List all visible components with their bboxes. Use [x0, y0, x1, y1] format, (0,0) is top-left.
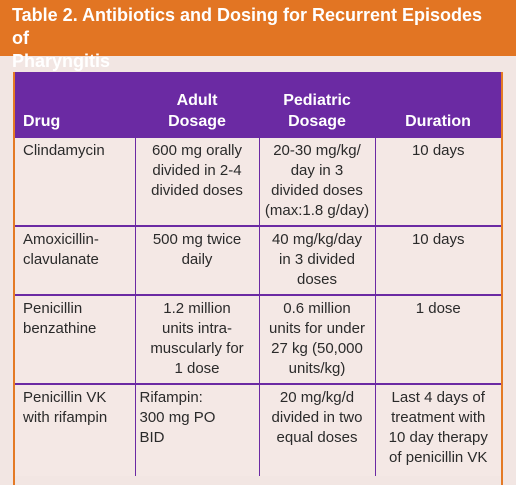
antibiotics-table: Drug Adult Dosage Pediatric Dosage Durat… [15, 72, 501, 476]
header-adult-dosage: Adult Dosage [135, 72, 259, 137]
header-drug: Drug [15, 72, 135, 137]
pediatric-dosage-cell: 0.6 million units for under 27 kg (50,00… [258, 294, 375, 384]
duration-cell: 10 days [374, 225, 501, 295]
table-row: Clindamycin 600 mg orally divided in 2-4… [15, 136, 501, 226]
header-pediatric-dosage: Pediatric Dosage [259, 72, 375, 137]
drug-cell: Clindamycin [15, 136, 135, 226]
pediatric-dosage-cell: 20-30 mg/kg/ day in 3 divided doses (max… [258, 136, 375, 226]
header-row: Drug Adult Dosage Pediatric Dosage Durat… [15, 72, 501, 137]
duration-cell: Last 4 days of treatment with 10 day the… [374, 383, 501, 476]
table-row: Amoxicillin- clavulanate 500 mg twice da… [15, 225, 501, 295]
table-title-line-1: Table 2. Antibiotics and Dosing for Recu… [12, 5, 483, 48]
adult-dosage-cell: Rifampin: 300 mg PO BID [134, 383, 259, 476]
duration-cell: 10 days [374, 136, 501, 226]
adult-dosage-cell: 1.2 million units intra- muscularly for … [134, 294, 259, 384]
table-row: Penicillin benzathine 1.2 million units … [15, 294, 501, 384]
drug-cell: Penicillin benzathine [15, 294, 135, 384]
table-row: Penicillin VK with rifampin Rifampin: 30… [15, 383, 501, 476]
table-frame: Drug Adult Dosage Pediatric Dosage Durat… [13, 72, 503, 485]
header-duration: Duration [375, 72, 501, 137]
adult-dosage-cell: 600 mg orally divided in 2-4 divided dos… [134, 136, 259, 226]
pediatric-dosage-cell: 40 mg/kg/day in 3 divided doses [258, 225, 375, 295]
duration-cell: 1 dose [374, 294, 501, 384]
pediatric-dosage-cell: 20 mg/kg/d divided in two equal doses [258, 383, 375, 476]
drug-cell: Amoxicillin- clavulanate [15, 225, 135, 295]
table-title: Table 2. Antibiotics and Dosing for Recu… [0, 0, 516, 71]
table-title-line-2: Pharyngitis [12, 51, 111, 71]
adult-dosage-cell: 500 mg twice daily [134, 225, 259, 295]
drug-cell: Penicillin VK with rifampin [15, 383, 135, 476]
